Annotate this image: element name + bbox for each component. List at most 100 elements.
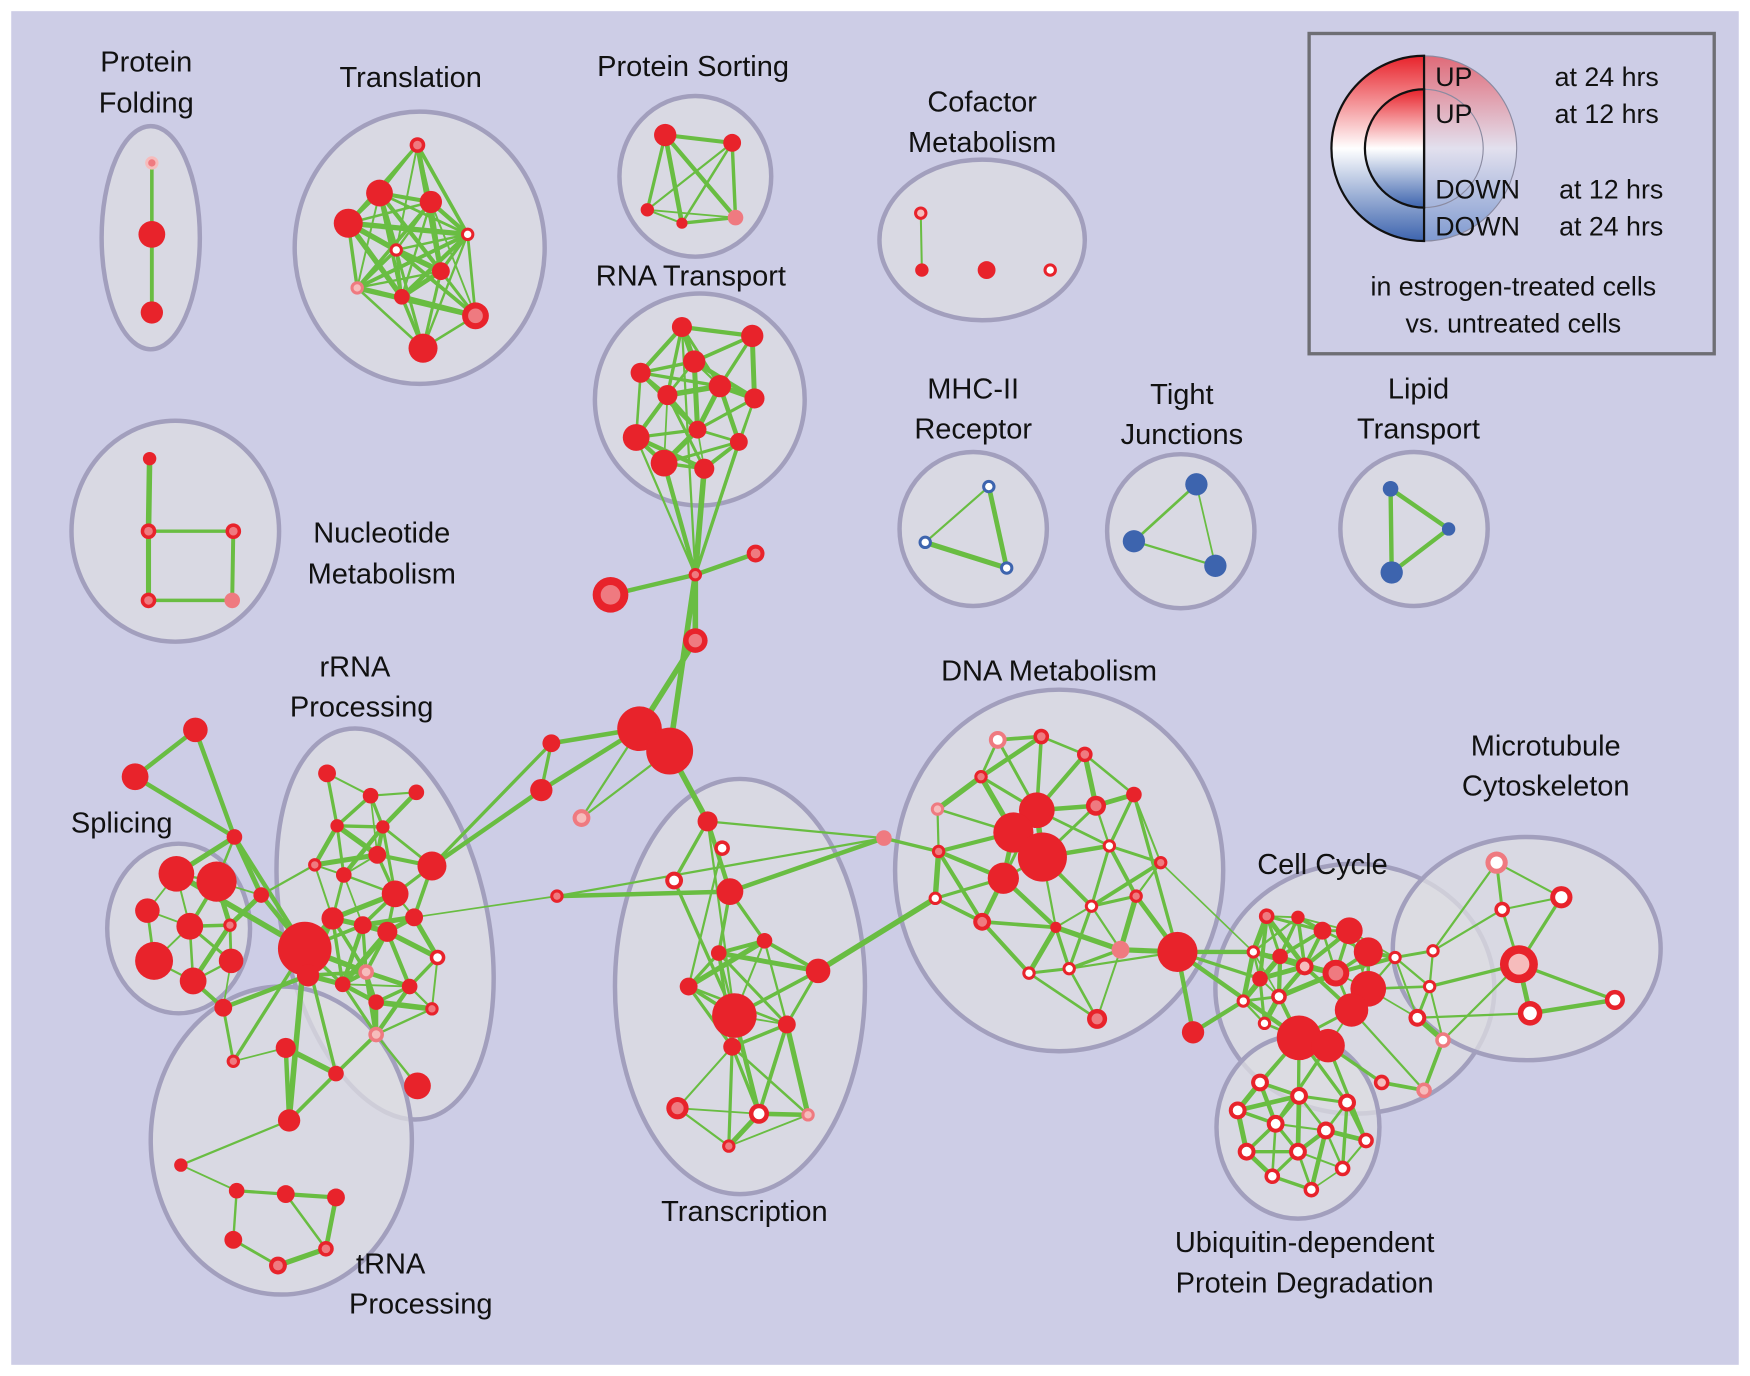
node-splicing-rrna-trna[interactable] xyxy=(330,819,344,833)
node-splicing-rrna-trna[interactable] xyxy=(226,1054,241,1068)
node-mhc-ii-receptor[interactable] xyxy=(999,561,1014,575)
node-ubiquitin-degradation[interactable] xyxy=(1303,1181,1320,1198)
node-dna-metabolism[interactable] xyxy=(988,730,1007,749)
node-cell-cycle[interactable] xyxy=(1373,1074,1390,1091)
node-dna-metabolism[interactable] xyxy=(1017,832,1067,882)
node-pathway[interactable] xyxy=(683,628,708,653)
node-splicing-rrna-trna[interactable] xyxy=(321,907,344,930)
node-splicing-rrna-trna[interactable] xyxy=(381,880,409,908)
node-nucleotide-metabolism[interactable] xyxy=(224,592,241,609)
node-rna-transport[interactable] xyxy=(688,420,707,439)
node-transcription[interactable] xyxy=(712,993,757,1038)
node-splicing-rrna-trna[interactable] xyxy=(269,1256,287,1275)
node-splicing-rrna-trna[interactable] xyxy=(121,763,149,791)
node-cell-cycle[interactable] xyxy=(1335,917,1363,945)
node-splicing-rrna-trna[interactable] xyxy=(327,1188,345,1207)
node-splicing-rrna-trna[interactable] xyxy=(425,1002,439,1016)
node-dna-metabolism[interactable] xyxy=(1085,795,1107,816)
node-pathway[interactable] xyxy=(714,840,730,856)
node-splicing-rrna-trna[interactable] xyxy=(253,887,270,903)
node-dna-metabolism[interactable] xyxy=(1022,966,1036,980)
node-transcription[interactable] xyxy=(722,1139,736,1153)
node-tight-junctions[interactable] xyxy=(1204,554,1227,577)
node-rna-transport[interactable] xyxy=(657,385,678,406)
node-translation[interactable] xyxy=(431,262,450,281)
node-dna-metabolism[interactable] xyxy=(1087,1008,1108,1029)
node-nucleotide-metabolism[interactable] xyxy=(140,592,157,609)
node-transcription[interactable] xyxy=(666,1097,689,1120)
node-cell-cycle[interactable] xyxy=(1291,910,1305,925)
node-lipid-transport[interactable] xyxy=(1382,480,1399,497)
node-splicing-rrna-trna[interactable] xyxy=(277,1109,301,1132)
node-splicing-rrna-trna[interactable] xyxy=(223,918,237,932)
node-rna-transport[interactable] xyxy=(694,458,715,479)
node-translation[interactable] xyxy=(419,190,443,214)
node-splicing-rrna-trna[interactable] xyxy=(135,941,174,980)
node-ubiquitin-degradation[interactable] xyxy=(1264,1168,1281,1185)
node-dna-metabolism[interactable] xyxy=(987,862,1019,894)
node-pathway[interactable] xyxy=(665,871,684,890)
node-cell-cycle[interactable] xyxy=(1311,1028,1345,1063)
node-dna-metabolism[interactable] xyxy=(1084,899,1099,913)
node-rna-transport[interactable] xyxy=(650,449,678,477)
node-cell-cycle[interactable] xyxy=(1422,979,1437,994)
node-dna-metabolism[interactable] xyxy=(1157,931,1198,973)
node-cofactor-metabolism[interactable] xyxy=(977,261,996,279)
node-pathway[interactable] xyxy=(530,778,553,802)
node-translation[interactable] xyxy=(408,333,438,363)
node-splicing-rrna-trna[interactable] xyxy=(429,949,446,966)
node-splicing-rrna-trna[interactable] xyxy=(176,912,204,940)
node-cell-cycle[interactable] xyxy=(1246,945,1261,959)
node-dna-metabolism[interactable] xyxy=(974,770,988,784)
node-translation[interactable] xyxy=(333,208,363,238)
node-pathway[interactable] xyxy=(572,809,591,827)
node-transcription[interactable] xyxy=(756,932,773,949)
node-splicing-rrna-trna[interactable] xyxy=(196,861,237,902)
node-transcription[interactable] xyxy=(805,958,831,984)
node-protein-sorting[interactable] xyxy=(640,203,655,217)
node-ubiquitin-degradation[interactable] xyxy=(1290,1086,1308,1105)
node-dna-metabolism[interactable] xyxy=(928,891,942,906)
node-splicing-rrna-trna[interactable] xyxy=(417,851,447,881)
node-lipid-transport[interactable] xyxy=(1441,522,1456,536)
node-splicing-rrna-trna[interactable] xyxy=(174,1158,188,1172)
node-rna-transport[interactable] xyxy=(741,324,764,348)
node-dna-metabolism[interactable] xyxy=(1033,728,1050,745)
node-dna-metabolism[interactable] xyxy=(1129,889,1143,903)
node-cell-cycle[interactable] xyxy=(1276,1015,1322,1061)
node-translation[interactable] xyxy=(350,281,364,295)
node-mhc-ii-receptor[interactable] xyxy=(918,535,932,550)
node-dna-metabolism[interactable] xyxy=(1062,961,1076,976)
node-ubiquitin-degradation[interactable] xyxy=(1228,1101,1247,1120)
node-dna-metabolism[interactable] xyxy=(1153,855,1168,870)
node-pathway[interactable] xyxy=(746,544,765,563)
node-nucleotide-metabolism[interactable] xyxy=(142,451,157,466)
node-splicing-rrna-trna[interactable] xyxy=(318,1240,334,1257)
node-dna-metabolism[interactable] xyxy=(931,844,946,859)
node-cell-cycle[interactable] xyxy=(1388,950,1402,965)
node-splicing-rrna-trna[interactable] xyxy=(358,964,374,980)
node-splicing-rrna-trna[interactable] xyxy=(377,921,398,942)
node-nucleotide-metabolism[interactable] xyxy=(225,523,242,540)
node-splicing-rrna-trna[interactable] xyxy=(401,978,418,995)
node-splicing-rrna-trna[interactable] xyxy=(328,1065,344,1082)
node-cell-cycle[interactable] xyxy=(1295,957,1314,976)
node-splicing-rrna-trna[interactable] xyxy=(404,1072,431,1100)
node-microtubule-cytoskeleton[interactable] xyxy=(1517,1001,1543,1026)
node-pathway[interactable] xyxy=(697,811,718,832)
node-splicing-rrna-trna[interactable] xyxy=(214,998,233,1017)
node-splicing-rrna-trna[interactable] xyxy=(318,764,336,783)
node-pathway[interactable] xyxy=(646,727,694,775)
node-dna-metabolism[interactable] xyxy=(1076,746,1093,763)
node-translation[interactable] xyxy=(460,227,475,242)
node-splicing-rrna-trna[interactable] xyxy=(376,820,390,834)
node-splicing-rrna-trna[interactable] xyxy=(368,1026,384,1043)
node-cell-cycle[interactable] xyxy=(1435,1032,1451,1048)
node-nucleotide-metabolism[interactable] xyxy=(140,523,157,540)
node-splicing-rrna-trna[interactable] xyxy=(158,855,195,892)
node-rna-transport[interactable] xyxy=(622,424,650,451)
node-pathway[interactable] xyxy=(550,889,564,903)
node-cell-cycle[interactable] xyxy=(1334,993,1369,1027)
node-splicing-rrna-trna[interactable] xyxy=(405,908,424,927)
node-tight-junctions[interactable] xyxy=(1122,530,1146,553)
